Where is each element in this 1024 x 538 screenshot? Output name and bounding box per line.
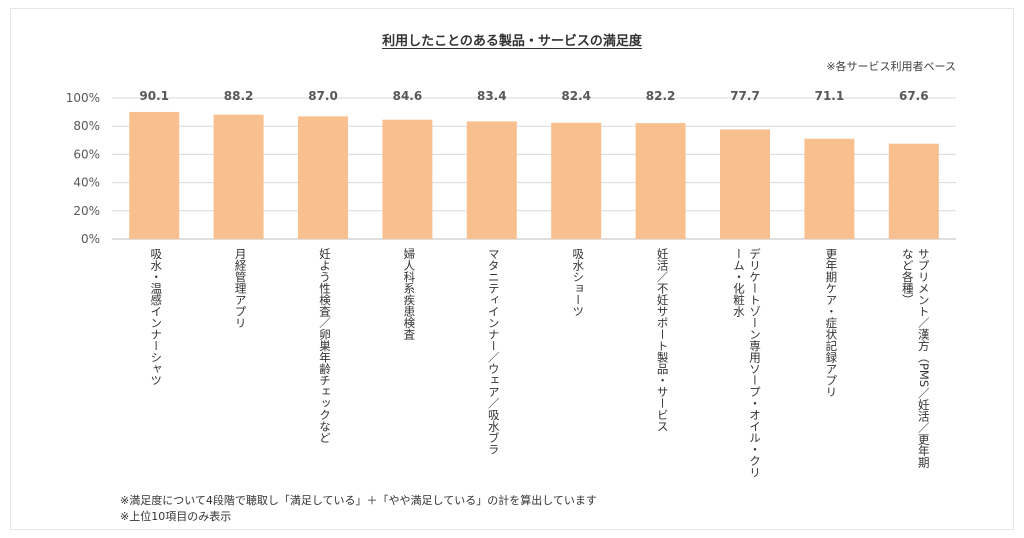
- bar: [466, 121, 517, 239]
- bar: [635, 123, 686, 239]
- bar: [888, 143, 939, 239]
- data-label: 67.6: [899, 89, 929, 103]
- bar: [382, 119, 433, 239]
- data-label: 77.7: [730, 89, 760, 103]
- data-label: 82.2: [646, 89, 676, 103]
- x-tick-label: 月経管理アプリ: [233, 248, 248, 329]
- chart-frame: [10, 8, 1014, 530]
- x-tick-label: 妊活／不妊サポート製品・サービス: [655, 248, 670, 432]
- data-label: 83.4: [477, 89, 507, 103]
- x-tick-label: マタニティインナー／ウェア／吸水ブラ: [486, 248, 501, 455]
- data-label: 82.4: [561, 89, 591, 103]
- data-label: 88.2: [224, 89, 254, 103]
- footnote-2: ※上位10項目のみ表示: [120, 510, 232, 523]
- chart-title: 利用したことのある製品・サービスの満足度: [382, 34, 642, 49]
- x-tick-label: 吸水ショーツ: [571, 248, 586, 317]
- bar: [129, 111, 180, 239]
- data-label: 84.6: [393, 89, 423, 103]
- footnote-1: ※満足度について4段階で聴取し「満足している」＋「やや満足している」の計を算出し…: [120, 494, 597, 507]
- data-label: 87.0: [308, 89, 338, 103]
- bar: [213, 114, 264, 239]
- bar: [804, 138, 855, 239]
- bar: [720, 129, 770, 239]
- bar: [298, 116, 348, 239]
- x-tick-label: サプリメント／漢方（PMS／妊活／更年期など各種）: [900, 248, 931, 468]
- data-label: 71.1: [815, 89, 845, 103]
- base-note: ※各サービス利用者ベース: [826, 60, 956, 73]
- data-label: 90.1: [139, 89, 169, 103]
- bar: [551, 122, 602, 239]
- y-tick-label: 100%: [66, 91, 100, 105]
- x-tick-label: 婦人科系疾患検査: [402, 248, 417, 340]
- y-tick-label: 40%: [73, 176, 100, 190]
- y-tick-label: 80%: [73, 119, 100, 133]
- y-tick-label: 60%: [73, 147, 100, 161]
- x-tick-label: デリケートゾーン専用ソープ・オイル・クリーム・化粧水: [732, 248, 762, 478]
- x-tick-label: 更年期ケア・症状記録アプリ: [824, 248, 839, 398]
- x-tick-label: 妊よう性検査／卵巣年齢チェックなど: [318, 248, 332, 444]
- y-tick-label: 20%: [73, 204, 100, 218]
- x-tick-label: 吸水・温感インナーシャツ: [149, 248, 164, 386]
- y-tick-label: 0%: [81, 232, 100, 246]
